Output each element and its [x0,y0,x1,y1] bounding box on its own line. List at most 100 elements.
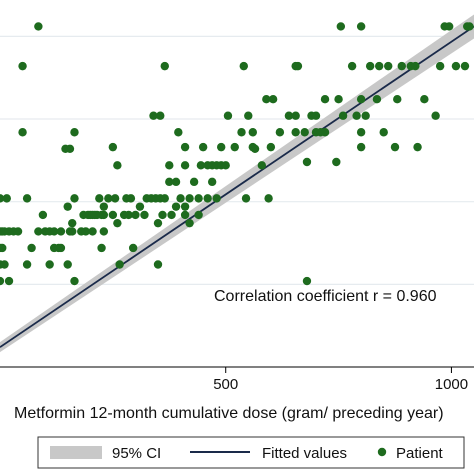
data-point [0,243,7,253]
data-point [393,94,402,104]
data-point [126,194,136,203]
data-point [375,61,384,71]
data-point [104,194,113,203]
data-point [361,111,370,120]
data-point [244,111,253,120]
data-point [257,161,267,170]
data-point [99,227,109,236]
data-point [239,61,248,71]
data-point [22,194,32,203]
data-point [203,194,212,203]
data-point [45,260,54,269]
legend: 95% CI Fitted values Patient [37,436,465,469]
data-point [356,94,366,104]
data-point [352,111,361,120]
data-point [207,177,217,187]
data-point [108,210,118,220]
data-point [268,94,278,104]
data-point [176,194,185,203]
data-point [180,202,190,211]
data-point [49,227,59,236]
data-point [99,210,109,220]
x-tick-label: 500 [213,376,238,393]
data-point [34,22,43,31]
legend-box [37,436,465,469]
data-point [460,61,470,71]
data-point [262,94,271,104]
data-point [185,218,194,228]
data-point [160,61,169,71]
data-point [140,210,149,220]
data-point [88,227,97,236]
data-point [0,276,5,286]
data-point [171,202,181,211]
x-tick-label: 1000 [435,376,468,393]
data-point [320,128,330,137]
data-point [372,94,382,104]
data-point [18,128,27,137]
data-point [275,128,285,137]
data-point [95,194,104,203]
data-point [180,210,190,220]
data-point [413,142,422,152]
data-point [70,128,79,137]
data-point [338,111,348,120]
data-point [221,161,230,170]
data-point [198,142,208,152]
data-point [194,210,203,220]
data-point [332,157,341,167]
data-point [411,61,420,71]
data-point [365,61,375,71]
data-point [160,194,169,203]
data-point [293,61,303,71]
data-point [153,218,163,228]
data-point [241,194,251,203]
fitted-line [0,25,474,348]
data-point [180,161,190,170]
data-point [18,61,27,71]
data-point [237,128,246,137]
data-point [70,276,79,286]
data-point [131,210,140,220]
data-point [223,111,233,120]
legend-label: Patient [396,445,444,462]
fit-line [0,25,474,348]
data-point [300,128,309,137]
data-point [311,111,321,120]
data-point [185,194,194,203]
data-point [63,202,72,211]
data-point [390,142,400,152]
data-point [196,161,206,170]
data-point [22,260,32,269]
data-point [165,177,174,187]
data-point [124,210,133,220]
data-point [444,22,454,31]
data-point [81,227,90,236]
x-ticks: 500 1000 [213,367,468,393]
data-point [356,22,366,31]
data-point [149,111,158,120]
data-point [266,142,276,152]
data-point [347,61,357,71]
data-point [156,111,165,120]
legend-ci-swatch [50,446,102,459]
data-point [153,260,163,269]
data-point [230,142,239,152]
data-point [397,61,406,71]
gridlines [0,35,474,285]
data-point [174,128,183,137]
data-point [334,94,343,104]
data-point [336,22,346,31]
data-point [2,194,11,203]
data-point [4,276,14,286]
data-point [420,94,429,104]
data-point [68,218,77,228]
data-point [356,128,366,137]
data-point [135,202,145,211]
data-point [194,194,203,203]
data-point [56,227,66,236]
data-point [248,128,257,137]
data-point [113,161,122,170]
data-point [465,22,474,31]
